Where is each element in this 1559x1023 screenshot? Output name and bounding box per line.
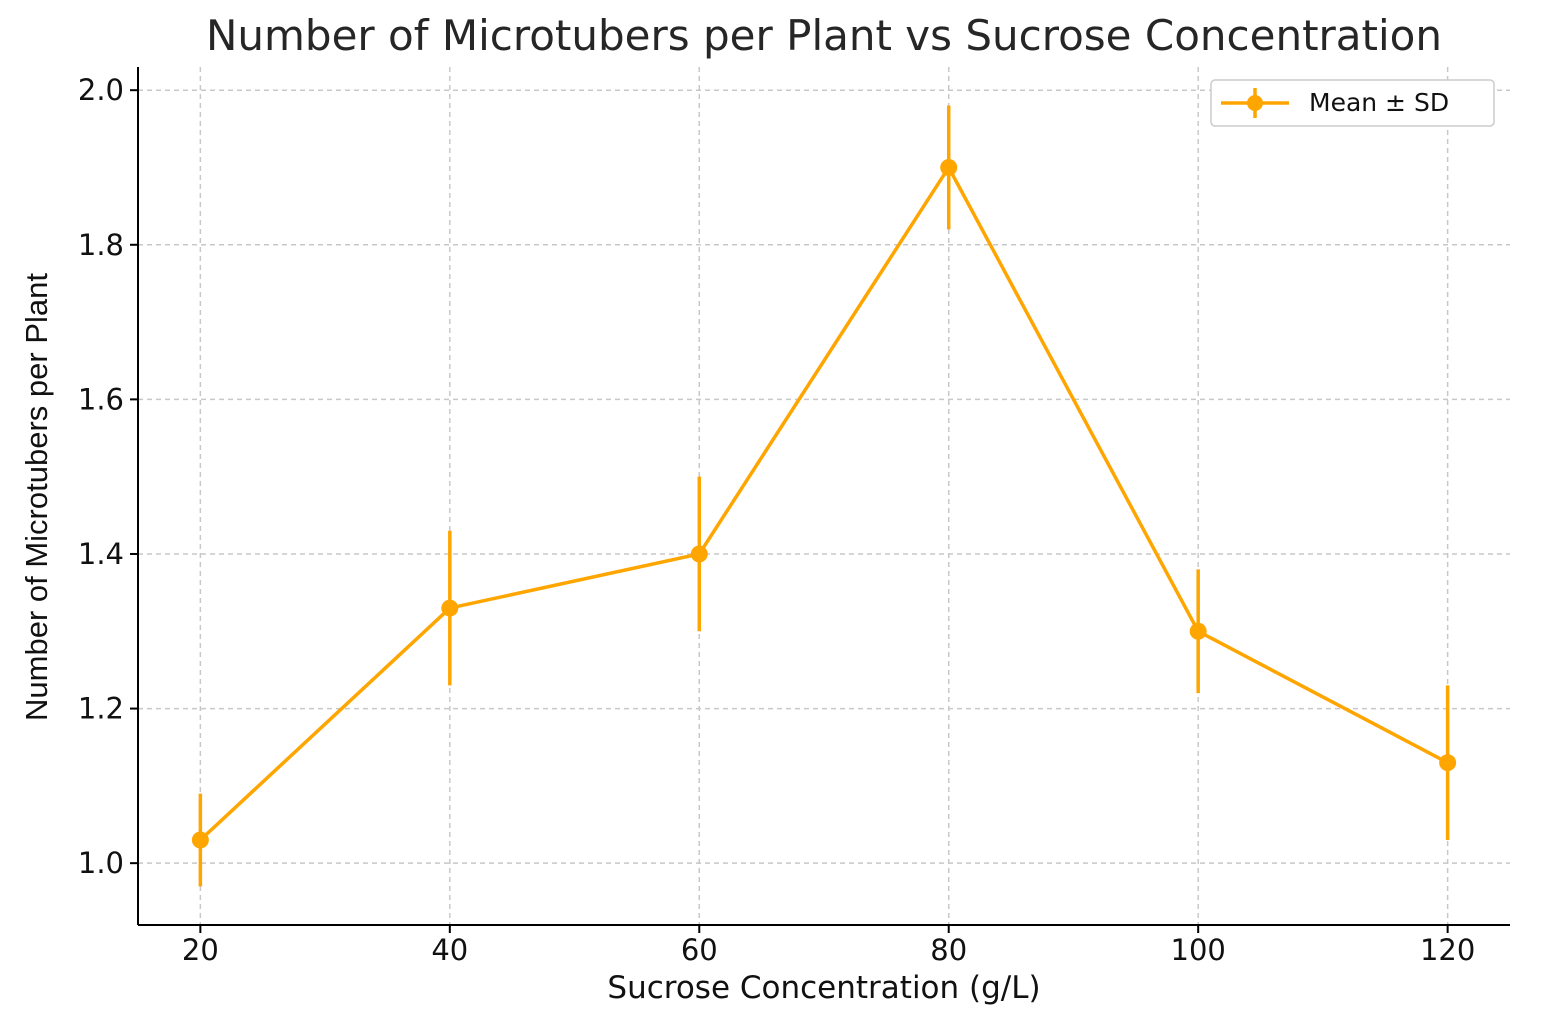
- x-tick-label: 40: [431, 933, 468, 967]
- series-line: [199, 165, 1449, 842]
- data-point: [1439, 754, 1457, 772]
- data-series: [191, 105, 1457, 887]
- y-tick-label: 1.0: [78, 846, 124, 880]
- legend-box: [1210, 79, 1495, 127]
- data-point: [191, 831, 209, 849]
- x-axis-label: Sucrose Concentration (g/L): [607, 970, 1040, 1006]
- x-tick-label: 100: [1171, 933, 1226, 967]
- y-tick-label: 1.6: [78, 382, 124, 416]
- ticks: 20 40 60 80 100 120 1.0 1.2 1.4 1.6 1.8 2.0: [78, 73, 1475, 967]
- y-tick-label: 2.0: [78, 73, 124, 107]
- data-point: [1189, 622, 1207, 640]
- chart-title: Number of Microtubers per Plant vs Sucro…: [206, 11, 1442, 60]
- y-tick-label: 1.4: [78, 537, 124, 571]
- grid: [138, 67, 1510, 925]
- data-point: [940, 158, 958, 176]
- x-tick-label: 60: [681, 933, 718, 967]
- y-tick-label: 1.2: [78, 692, 124, 726]
- x-tick-label: 120: [1420, 933, 1475, 967]
- legend-label: Mean ± SD: [1309, 88, 1449, 117]
- y-tick-label: 1.8: [78, 228, 124, 262]
- y-axis-label: Number of Microtubers per Plant: [19, 273, 54, 721]
- data-point: [690, 545, 708, 563]
- x-tick-label: 20: [182, 933, 219, 967]
- axes: [137, 67, 1510, 926]
- legend: Mean ± SD: [1210, 79, 1495, 127]
- x-tick-label: 80: [930, 933, 967, 967]
- data-point: [441, 599, 459, 617]
- legend-marker-icon: [1247, 95, 1263, 111]
